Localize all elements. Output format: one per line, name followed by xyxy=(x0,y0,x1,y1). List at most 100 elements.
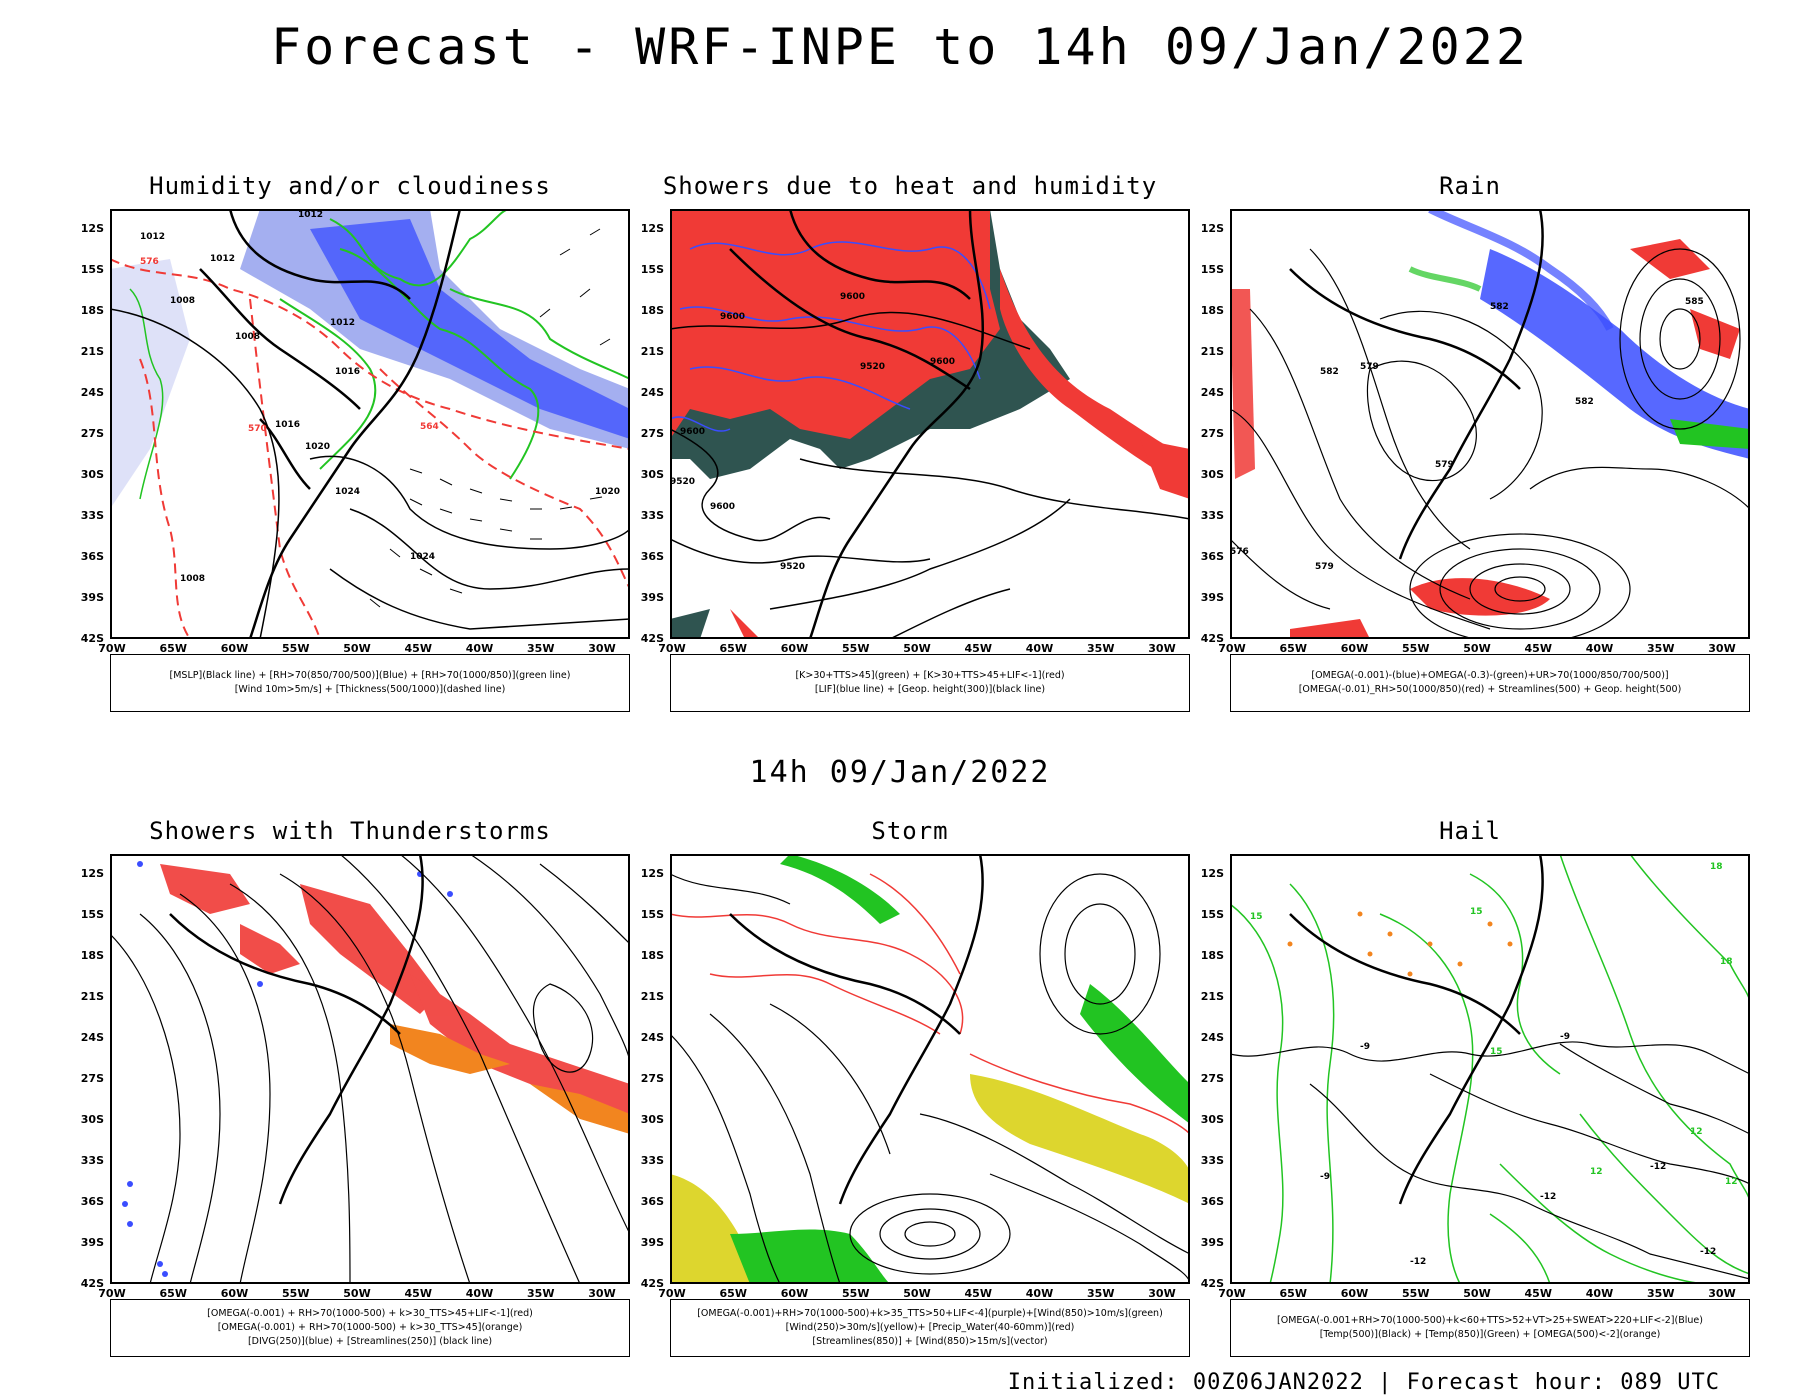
contour-label: 9520 xyxy=(670,477,695,487)
lon-tick-label: 30W xyxy=(1708,642,1736,655)
lon-tick-label: 30W xyxy=(1708,1287,1736,1300)
contour-label: 15 xyxy=(1250,912,1263,922)
lat-tick-label: 30S xyxy=(80,468,104,481)
contour-label: 18 xyxy=(1710,862,1723,872)
lat-tick-label: 36S xyxy=(1200,1195,1224,1208)
lat-tick-label: 27S xyxy=(1200,427,1224,440)
lat-tick-label: 39S xyxy=(80,591,104,604)
lat-tick-label: 39S xyxy=(640,591,664,604)
lon-tick-label: 55W xyxy=(1402,1287,1430,1300)
lat-tick-label: 12S xyxy=(640,867,664,880)
contour-label: 1020 xyxy=(595,487,620,497)
panel-humidity-cloudiness: Humidity and/or cloudiness xyxy=(70,172,630,717)
contour-label: 576 xyxy=(1230,547,1249,557)
lon-tick-label: 45W xyxy=(404,1287,432,1300)
lon-tick-label: 55W xyxy=(842,642,870,655)
contour-label: 1024 xyxy=(410,552,435,562)
contour-label: 579 xyxy=(1360,362,1379,372)
lon-tick-label: 65W xyxy=(159,1287,187,1300)
lat-tick-label: 39S xyxy=(640,1236,664,1249)
map-frame xyxy=(1230,854,1750,1284)
lon-tick-label: 70W xyxy=(98,642,126,655)
contour-label: 582 xyxy=(1575,397,1594,407)
contour-label: 1012 xyxy=(140,232,165,242)
contour-label: -12 xyxy=(1410,1257,1426,1267)
legend-box: [OMEGA(-0.001+RH>70(1000-500)+k<60+TTS>5… xyxy=(1230,1299,1750,1357)
map-canvas: 1012 1012 1012 1012 1008 1008 1016 1016 … xyxy=(110,209,630,639)
panel-title: Hail xyxy=(1439,817,1501,845)
contour-label: -12 xyxy=(1700,1247,1716,1257)
lat-tick-label: 30S xyxy=(1200,1113,1224,1126)
lat-tick-label: 30S xyxy=(1200,468,1224,481)
legend-line: [Wind(250)>30m/s](yellow)+ [Precip_Water… xyxy=(785,1322,1075,1333)
lon-tick-label: 60W xyxy=(1340,1287,1369,1300)
lat-tick-label: 21S xyxy=(80,345,104,358)
contour-label: 582 xyxy=(1490,302,1509,312)
panel-title: Showers due to heat and humidity xyxy=(662,172,1158,200)
contour-label: 570 xyxy=(248,424,267,434)
lon-tick-label: 45W xyxy=(1524,642,1552,655)
lat-tick-label: 30S xyxy=(640,1113,664,1126)
legend-line: [OMEGA(-0.001)-(blue)+OMEGA(-0.3)-(green… xyxy=(1311,670,1669,681)
contour-label: 9600 xyxy=(720,312,745,322)
lat-tick-label: 30S xyxy=(640,468,664,481)
lat-tick-label: 18S xyxy=(640,949,664,962)
lat-tick-label: 33S xyxy=(640,1154,664,1167)
contour-label: 9600 xyxy=(840,292,865,302)
forecast-title: Forecast - WRF-INPE to 14h 09/Jan/2022 xyxy=(271,18,1529,76)
lon-tick-label: 55W xyxy=(842,1287,870,1300)
panel-thunderstorms: Showers with Thunderstorms xyxy=(70,817,630,1362)
lon-tick-label: 30W xyxy=(1148,642,1176,655)
contour-label: 15 xyxy=(1470,907,1483,917)
contour-label: 564 xyxy=(420,422,439,432)
lon-tick-label: 45W xyxy=(404,642,432,655)
lat-tick-label: 15S xyxy=(640,263,664,276)
lat-tick-label: 33S xyxy=(640,509,664,522)
map-frame xyxy=(670,209,1190,639)
lon-tick-label: 40W xyxy=(1585,642,1614,655)
lat-tick-label: 42S xyxy=(1200,1277,1224,1290)
map-canvas xyxy=(110,854,630,1284)
panel-title: Showers with Thunderstorms xyxy=(149,817,551,845)
contour-label: -9 xyxy=(1560,1032,1570,1042)
lat-tick-label: 42S xyxy=(80,632,104,645)
legend-box: [OMEGA(-0.001)-(blue)+OMEGA(-0.3)-(green… xyxy=(1230,654,1750,712)
lat-tick-label: 27S xyxy=(640,1072,664,1085)
lat-tick-label: 21S xyxy=(1200,345,1224,358)
panel-hail: Hail xyxy=(1190,817,1750,1362)
contour-label: -12 xyxy=(1540,1192,1556,1202)
panel-storm: Storm xyxy=(630,817,1190,1362)
map-showers-heat: 9600 9600 9520 9600 9600 9600 9520 9520 … xyxy=(641,209,1190,655)
lat-tick-label: 24S xyxy=(80,386,104,399)
contour-label: 12 xyxy=(1590,1167,1603,1177)
contour-label: 9600 xyxy=(710,502,735,512)
lon-tick-label: 65W xyxy=(719,642,747,655)
lon-tick-label: 60W xyxy=(1340,642,1369,655)
contour-label: -9 xyxy=(1320,1172,1330,1182)
lon-tick-label: 35W xyxy=(527,642,555,655)
map-canvas: 585 582 579 582 582 579 576 579 xyxy=(1230,209,1750,639)
lat-tick-label: 21S xyxy=(1200,990,1224,1003)
lon-tick-label: 70W xyxy=(98,1287,126,1300)
contour-label: 15 xyxy=(1490,1047,1503,1057)
lat-tick-label: 15S xyxy=(80,908,104,921)
lon-tick-label: 50W xyxy=(1463,642,1491,655)
lat-tick-label: 27S xyxy=(80,427,104,440)
lon-tick-label: 60W xyxy=(220,642,249,655)
panel-title: Rain xyxy=(1439,172,1501,200)
lat-tick-label: 24S xyxy=(1200,386,1224,399)
contour-label: 576 xyxy=(140,257,159,267)
legend-box: [OMEGA(-0.001)+RH>70(1000-500)+k>35_TTS>… xyxy=(670,1299,1190,1357)
contour-label: 585 xyxy=(1685,297,1704,307)
lat-tick-label: 39S xyxy=(1200,1236,1224,1249)
legend-line: [LIF](blue line) + [Geop. height(300)](b… xyxy=(814,684,1046,695)
contour-label: 9600 xyxy=(680,427,705,437)
lat-tick-label: 27S xyxy=(640,427,664,440)
contour-label: 1024 xyxy=(335,487,360,497)
map-frame xyxy=(110,209,630,639)
lat-tick-label: 42S xyxy=(80,1277,104,1290)
lat-tick-label: 42S xyxy=(640,632,664,645)
lat-tick-label: 15S xyxy=(1200,263,1224,276)
lon-tick-label: 35W xyxy=(1087,1287,1115,1300)
map-hail: -9 -9 -9 -12 -12 -12 -12 15 15 18 18 12 … xyxy=(1201,854,1750,1300)
